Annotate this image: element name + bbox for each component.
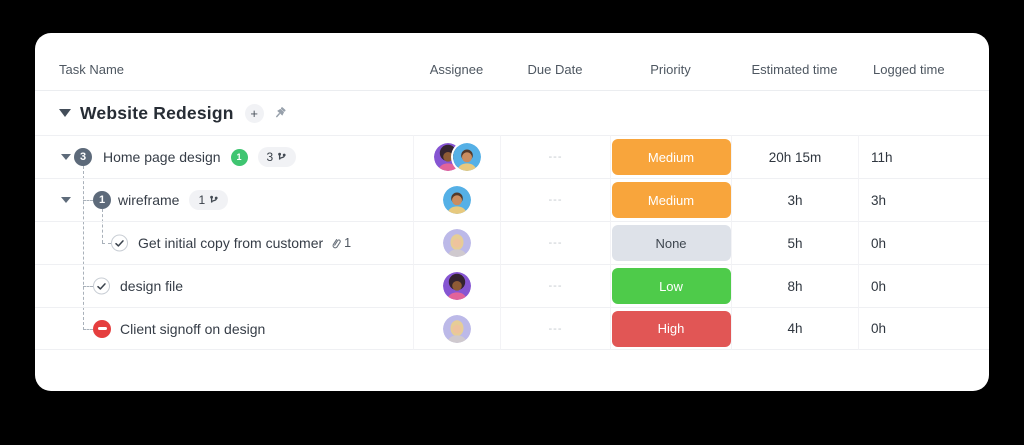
task-cell: design file (35, 264, 413, 307)
table-row: Get initial copy from customer 1 --- Non… (35, 221, 989, 264)
task-rows: 3 Home page design 1 3 (35, 135, 989, 350)
assignee-avatars[interactable] (443, 272, 471, 300)
column-header-priority[interactable]: Priority (650, 62, 691, 77)
subtask-chip[interactable]: 3 (257, 147, 297, 167)
subtask-count-badge[interactable]: 1 (93, 191, 111, 209)
estimated-time-value: 4h (787, 321, 803, 336)
check-status-icon[interactable] (111, 234, 128, 252)
logged-time-cell[interactable]: 11h (858, 135, 989, 178)
task-cell: 3 Home page design 1 3 (35, 135, 413, 178)
logged-time-value: 0h (871, 235, 887, 251)
branch-icon (278, 152, 286, 160)
table-row: Client signoff on design --- High 4h 0h (35, 307, 989, 350)
column-header-estimated-time[interactable]: Estimated time (751, 62, 838, 77)
estimated-time-cell[interactable]: 4h (731, 307, 858, 350)
priority-pill[interactable]: High (611, 310, 731, 347)
task-name[interactable]: Get initial copy from customer (138, 235, 324, 251)
table-row: 1 wireframe 1 --- Medium (35, 178, 989, 221)
avatar[interactable] (443, 272, 471, 300)
table-row: 3 Home page design 1 3 (35, 135, 989, 178)
check-status-icon[interactable] (93, 277, 110, 295)
table-row: design file --- Low 8h 0h (35, 264, 989, 307)
group-header: Website Redesign + (35, 91, 989, 135)
column-header-logged-time[interactable]: Logged time (873, 62, 945, 77)
assignee-avatars[interactable] (443, 229, 471, 257)
logged-time-value: 0h (871, 321, 887, 336)
due-date-empty: --- (548, 322, 563, 335)
estimated-time-cell[interactable]: 8h (731, 264, 858, 307)
due-date-cell[interactable]: --- (500, 307, 610, 350)
attachment-count: 1 (344, 236, 352, 250)
task-cell: 1 wireframe 1 (35, 178, 413, 221)
add-task-button[interactable]: + (244, 103, 264, 123)
avatar[interactable] (452, 143, 481, 171)
assignee-avatars[interactable] (443, 186, 471, 214)
comment-count: 1 (236, 152, 242, 162)
task-name[interactable]: Home page design (103, 149, 221, 165)
subtask-chip[interactable]: 1 (189, 190, 229, 210)
task-list-card: Task Name Assignee Due Date Priority Est… (35, 33, 989, 391)
due-date-cell[interactable]: --- (500, 178, 610, 221)
priority-pill[interactable]: Low (611, 268, 731, 304)
logged-time-cell[interactable]: 0h (858, 221, 989, 264)
estimated-time-value: 5h (787, 235, 803, 251)
due-date-empty: --- (548, 151, 563, 163)
task-cell: Get initial copy from customer 1 (35, 221, 413, 264)
logged-time-cell[interactable]: 0h (858, 264, 989, 307)
estimated-time-cell[interactable]: 3h (731, 178, 858, 221)
subtask-count-badge[interactable]: 3 (74, 148, 92, 166)
priority-pill[interactable]: Medium (611, 139, 731, 175)
expand-caret-icon[interactable] (61, 197, 71, 203)
branch-icon (210, 195, 218, 203)
due-date-empty: --- (548, 237, 563, 249)
estimated-time-value: 3h (787, 192, 803, 208)
column-header-row: Task Name Assignee Due Date Priority Est… (35, 33, 989, 91)
pin-icon[interactable] (273, 106, 287, 120)
comment-bubble-icon[interactable]: 1 (230, 148, 248, 166)
assignee-avatars[interactable] (443, 314, 471, 343)
estimated-time-cell[interactable]: 20h 15m (731, 135, 858, 178)
estimated-time-cell[interactable]: 5h (731, 221, 858, 264)
due-date-empty: --- (548, 194, 563, 206)
task-name[interactable]: wireframe (118, 192, 180, 208)
expand-caret-icon[interactable] (61, 154, 71, 160)
due-date-cell[interactable]: --- (500, 264, 610, 307)
minus-glyph (97, 327, 107, 330)
attachment-chip[interactable]: 1 (329, 236, 351, 250)
priority-pill[interactable]: None (611, 225, 731, 261)
due-date-cell[interactable]: --- (500, 221, 610, 264)
column-header-due-date[interactable]: Due Date (527, 62, 583, 77)
task-name[interactable]: Client signoff on design (120, 320, 266, 337)
logged-time-value: 11h (871, 149, 893, 165)
blocked-status-icon[interactable] (93, 319, 111, 338)
task-name[interactable]: design file (120, 278, 184, 294)
group-collapse-caret-icon[interactable] (59, 109, 71, 117)
column-header-task-name[interactable]: Task Name (59, 62, 125, 77)
avatar[interactable] (443, 186, 471, 214)
column-header-assignee[interactable]: Assignee (429, 62, 484, 77)
priority-pill[interactable]: Medium (611, 182, 731, 218)
logged-time-cell[interactable]: 3h (858, 178, 989, 221)
avatar[interactable] (443, 229, 471, 257)
avatar[interactable] (443, 314, 471, 343)
estimated-time-value: 8h (787, 278, 803, 294)
subtask-chip-count: 3 (266, 150, 274, 164)
paperclip-icon (332, 238, 342, 248)
estimated-time-value: 20h 15m (768, 149, 822, 165)
due-date-cell[interactable]: --- (500, 135, 610, 178)
group-title[interactable]: Website Redesign (80, 102, 234, 123)
logged-time-cell[interactable]: 0h (858, 307, 989, 350)
subtask-chip-count: 1 (198, 193, 206, 207)
assignee-avatars[interactable] (433, 143, 481, 171)
logged-time-value: 0h (871, 278, 887, 294)
task-cell: Client signoff on design (35, 307, 413, 350)
logged-time-value: 3h (871, 192, 887, 208)
due-date-empty: --- (548, 280, 563, 292)
